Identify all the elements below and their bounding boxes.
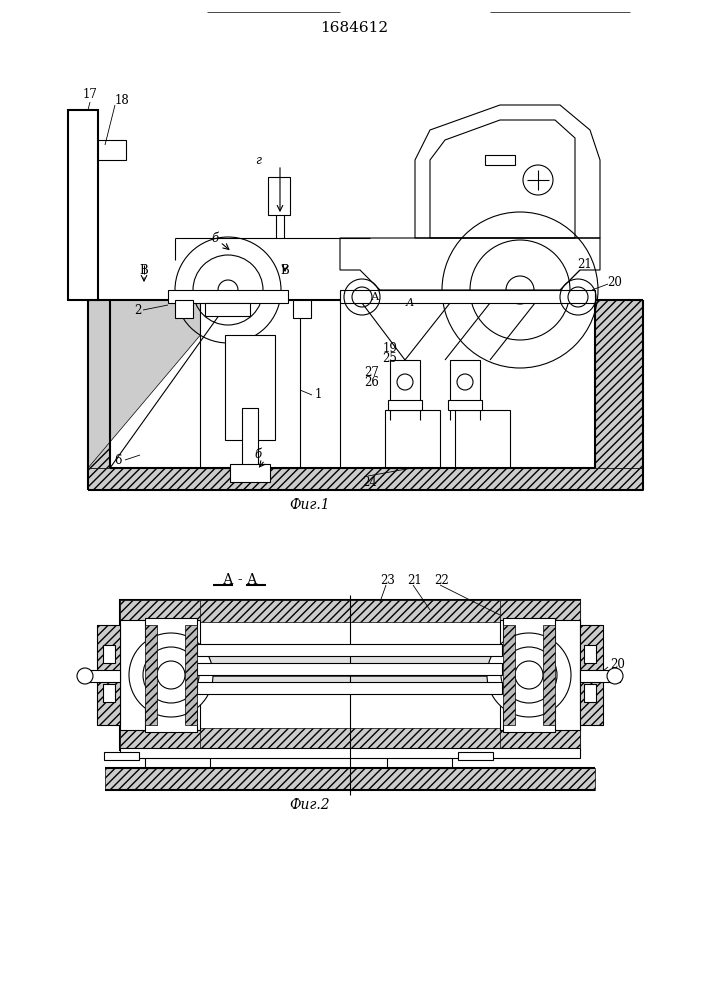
Bar	[580, 625, 603, 725]
Bar	[120, 748, 580, 758]
Bar	[97, 625, 120, 725]
Bar	[448, 400, 482, 410]
Text: 19: 19	[382, 342, 397, 355]
Bar	[242, 408, 258, 468]
Bar	[293, 300, 311, 318]
Bar	[455, 410, 510, 468]
Text: 27: 27	[365, 365, 380, 378]
Text: б: б	[211, 232, 218, 244]
Text: 2: 2	[134, 304, 141, 316]
Bar	[458, 752, 493, 760]
Text: 23: 23	[380, 574, 395, 586]
Bar	[340, 290, 595, 303]
Text: В: В	[139, 263, 148, 276]
Text: 20: 20	[607, 275, 622, 288]
Text: 17: 17	[83, 89, 98, 102]
Bar	[387, 750, 452, 768]
Bar	[120, 600, 580, 750]
Bar	[268, 177, 290, 215]
Polygon shape	[88, 300, 230, 468]
Bar	[98, 140, 126, 160]
Circle shape	[515, 661, 543, 689]
Text: 22: 22	[435, 574, 450, 586]
Text: Фиг.2: Фиг.2	[290, 798, 330, 812]
Text: А: А	[370, 292, 379, 302]
Bar	[388, 400, 422, 410]
Text: 25: 25	[382, 353, 397, 365]
Text: Фиг.1: Фиг.1	[290, 498, 330, 512]
Circle shape	[143, 647, 199, 703]
Circle shape	[157, 661, 185, 689]
Bar	[584, 645, 596, 663]
Bar	[197, 663, 502, 675]
Bar	[120, 600, 200, 750]
Bar	[197, 656, 502, 663]
Bar	[145, 750, 210, 768]
Bar	[503, 625, 515, 725]
Bar	[450, 360, 480, 402]
Circle shape	[487, 633, 571, 717]
Bar	[185, 625, 197, 725]
Bar	[500, 600, 580, 750]
Circle shape	[501, 647, 557, 703]
Circle shape	[129, 633, 213, 717]
Text: 1: 1	[315, 388, 322, 401]
Bar	[225, 335, 275, 440]
Bar	[584, 684, 596, 702]
Bar	[595, 300, 643, 468]
Text: 24: 24	[363, 476, 378, 488]
Bar	[97, 625, 120, 725]
Bar	[68, 110, 98, 300]
Bar	[175, 300, 193, 318]
Bar	[197, 644, 502, 656]
Text: 1684612: 1684612	[320, 21, 388, 35]
Bar	[145, 618, 197, 732]
Bar	[580, 625, 603, 725]
Bar	[197, 675, 502, 682]
Text: В: В	[281, 263, 289, 276]
Text: 6: 6	[115, 454, 122, 466]
Bar	[500, 620, 580, 730]
Bar	[503, 618, 555, 732]
Text: 21: 21	[578, 258, 592, 271]
Bar	[145, 625, 157, 725]
Bar	[120, 620, 200, 730]
Bar	[120, 728, 580, 750]
Bar	[88, 300, 230, 468]
Text: 21: 21	[408, 574, 422, 586]
Bar	[385, 410, 440, 468]
Text: А: А	[406, 298, 414, 308]
Bar	[103, 645, 115, 663]
Bar	[168, 290, 288, 303]
Bar	[88, 300, 110, 468]
Bar	[120, 600, 580, 622]
Bar	[485, 155, 515, 165]
Bar	[80, 670, 120, 682]
Bar	[197, 682, 502, 694]
Bar	[580, 670, 620, 682]
Circle shape	[77, 668, 93, 684]
Bar	[88, 468, 643, 490]
Text: А - А: А - А	[223, 573, 257, 587]
Text: 20: 20	[611, 658, 626, 672]
Bar	[543, 625, 555, 725]
Circle shape	[607, 668, 623, 684]
Bar	[104, 752, 139, 760]
Bar	[105, 768, 595, 790]
Text: 26: 26	[365, 376, 380, 389]
Text: 18: 18	[115, 94, 129, 106]
Text: б: б	[255, 448, 262, 462]
Bar	[200, 300, 300, 468]
Bar	[205, 303, 250, 316]
Bar	[390, 360, 420, 402]
Bar	[103, 684, 115, 702]
Text: г: г	[255, 153, 261, 166]
Bar	[230, 464, 270, 482]
